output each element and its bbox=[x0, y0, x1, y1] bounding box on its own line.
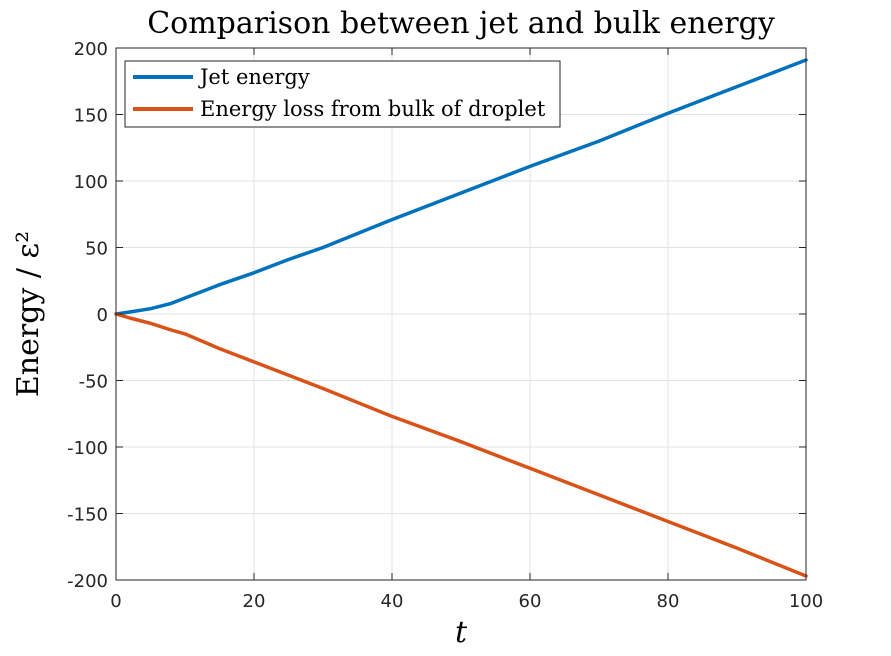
y-tick-label: 50 bbox=[85, 239, 108, 260]
x-tick-label: 60 bbox=[519, 591, 542, 612]
y-tick-label: -200 bbox=[67, 571, 108, 592]
y-tick-label: -150 bbox=[67, 505, 108, 526]
x-tick-label: 20 bbox=[243, 591, 266, 612]
legend-label-bulk-energy-loss: Energy loss from bulk of droplet bbox=[200, 97, 546, 121]
y-axis-label: Energy / ε² bbox=[11, 231, 46, 397]
x-axis-label: t bbox=[455, 615, 468, 650]
chart-title: Comparison between jet and bulk energy bbox=[147, 6, 775, 41]
y-tick-label: -50 bbox=[79, 372, 108, 393]
y-tick-label: 100 bbox=[74, 172, 108, 193]
x-tick-label: 40 bbox=[381, 591, 404, 612]
series-line-bulk-energy-loss bbox=[114, 312, 808, 578]
y-tick-label: -100 bbox=[67, 438, 108, 459]
y-tick-label: 200 bbox=[74, 39, 108, 60]
x-tick-label: 0 bbox=[110, 591, 121, 612]
x-tick-label: 80 bbox=[657, 591, 680, 612]
plot-area: 0 20 40 60 80 100 200 150 100 50 0 -50 -100 -150 -200 bbox=[67, 39, 823, 612]
x-tick-label: 100 bbox=[789, 591, 823, 612]
legend-label-jet-energy: Jet energy bbox=[198, 65, 310, 89]
legend-box bbox=[124, 60, 561, 128]
series-line-jet-energy bbox=[114, 58, 808, 316]
y-tick-label: 0 bbox=[97, 305, 108, 326]
ticks-layer: 0 20 40 60 80 100 200 150 100 50 0 -50 -100 -150 -200 bbox=[67, 39, 823, 612]
legend: Jet energy Energy loss from bulk of drop… bbox=[124, 60, 561, 128]
series-layer bbox=[114, 58, 808, 578]
y-tick-label: 150 bbox=[74, 106, 108, 127]
